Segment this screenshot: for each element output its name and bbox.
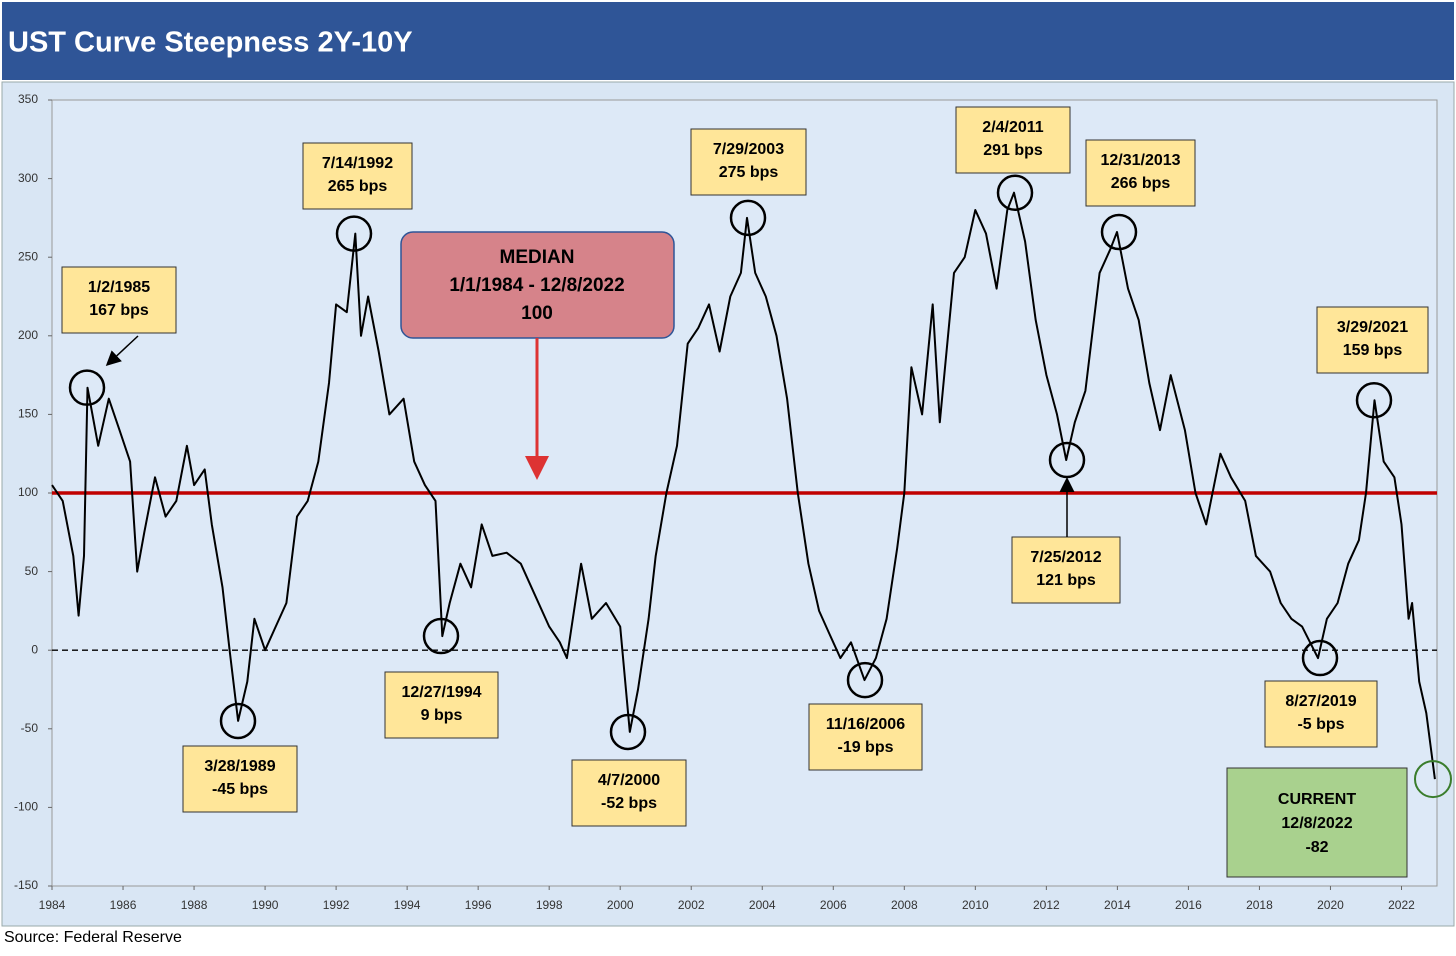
- annotation-label: 167 bps: [89, 302, 149, 319]
- annotation-label: 275 bps: [719, 164, 779, 181]
- annotation-label: -19 bps: [837, 739, 893, 756]
- annotation-box: [1264, 680, 1378, 748]
- x-tick-label: 2000: [607, 898, 634, 912]
- annotation-box: [571, 759, 687, 827]
- x-tick-label: 1998: [536, 898, 563, 912]
- x-tick-label: 2006: [820, 898, 847, 912]
- annotation-label: 265 bps: [328, 178, 388, 195]
- annotation-label: 291 bps: [983, 142, 1043, 159]
- annotation-label: -5 bps: [1297, 716, 1344, 733]
- annotation-box: [808, 703, 923, 771]
- annotation-label: 266 bps: [1111, 175, 1171, 192]
- x-tick-label: 2008: [891, 898, 918, 912]
- x-tick-label: 1986: [110, 898, 137, 912]
- y-tick-label: 300: [18, 171, 38, 185]
- annotation-circle: [68, 369, 106, 406]
- annotation-label: -45 bps: [212, 781, 268, 798]
- annotation-date: 7/14/1992: [322, 155, 393, 172]
- series-line: [51, 191, 1436, 780]
- current-circle: [1414, 760, 1452, 799]
- x-tick-label: 1984: [39, 898, 66, 912]
- x-tick-label: 2022: [1388, 898, 1415, 912]
- annotation-date: 7/25/2012: [1030, 549, 1101, 566]
- y-tick-label: 0: [31, 642, 38, 656]
- title-bar: [2, 2, 1454, 80]
- annotation-date: 8/27/2019: [1285, 693, 1356, 710]
- annotation-circle: [1100, 213, 1138, 251]
- arrow: [105, 335, 139, 367]
- x-tick-label: 2010: [962, 898, 989, 912]
- annotation-circle: [846, 661, 884, 699]
- annotation-label: 121 bps: [1036, 572, 1096, 589]
- annotation-date: 12/27/1994: [401, 684, 481, 701]
- median-value: 100: [521, 303, 553, 324]
- annotation-box: [384, 671, 499, 739]
- annotation-label: 159 bps: [1343, 342, 1403, 359]
- annotation-circle: [609, 713, 647, 751]
- x-tick-label: 2004: [749, 898, 776, 912]
- current-text: CURRENT: [1278, 791, 1356, 808]
- annotation-label: -52 bps: [601, 795, 657, 812]
- annotation-date: 7/29/2003: [713, 141, 784, 158]
- x-tick-label: 1996: [465, 898, 492, 912]
- annotation-box: [955, 106, 1071, 174]
- x-tick-label: 2002: [678, 898, 705, 912]
- annotation-date: 3/28/1989: [204, 758, 275, 775]
- y-tick-label: 350: [18, 92, 38, 106]
- y-tick-label: -100: [14, 800, 38, 814]
- annotation-date: 2/4/2011: [982, 119, 1044, 136]
- annotation-circle: [729, 199, 767, 237]
- annotation-box: [61, 266, 177, 334]
- annotation-circle: [219, 702, 257, 740]
- annotation-circle: [335, 215, 373, 252]
- current-box: [1226, 767, 1408, 878]
- annotation-box: [1316, 306, 1429, 374]
- x-tick-label: 2012: [1033, 898, 1060, 912]
- median-text: MEDIAN: [500, 247, 575, 268]
- annotation-date: 12/31/2013: [1100, 152, 1180, 169]
- y-tick-label: 150: [18, 407, 38, 421]
- annotation-date: 11/16/2006: [826, 716, 905, 733]
- x-tick-label: 1994: [394, 898, 421, 912]
- x-tick-label: 2020: [1317, 898, 1344, 912]
- y-tick-label: -50: [21, 721, 39, 735]
- y-tick-label: 50: [25, 564, 39, 578]
- median-text: 1/1/1984 - 12/8/2022: [449, 275, 624, 296]
- y-tick-label: 250: [18, 249, 38, 263]
- annotation-circle: [1355, 382, 1393, 419]
- annotation-box: [1085, 139, 1196, 207]
- y-tick-label: 100: [18, 485, 38, 499]
- annotation-label: 9 bps: [421, 707, 463, 724]
- annotation-box: [302, 142, 413, 210]
- x-tick-label: 2016: [1175, 898, 1202, 912]
- current-value: -82: [1305, 839, 1328, 856]
- x-tick-label: 1992: [323, 898, 350, 912]
- annotation-circle: [422, 617, 460, 655]
- annotation-box: [690, 128, 807, 196]
- x-tick-label: 1988: [181, 898, 208, 912]
- source: Source: Federal Reserve: [4, 929, 182, 946]
- annotation-box: [1011, 536, 1121, 604]
- annotation-box: [182, 745, 298, 813]
- annotation-circle: [996, 174, 1034, 211]
- y-tick-label: -150: [14, 878, 38, 892]
- chart-title: UST Curve Steepness 2Y-10Y: [8, 27, 413, 59]
- annotation-date: 1/2/1985: [88, 279, 150, 296]
- annotation-circle: [1301, 639, 1339, 677]
- y-tick-label: 200: [18, 328, 38, 342]
- current-text: 12/8/2022: [1281, 815, 1352, 832]
- x-tick-label: 2014: [1104, 898, 1131, 912]
- annotation-circle: [1048, 441, 1086, 479]
- annotation-date: 3/29/2021: [1337, 319, 1408, 336]
- x-tick-label: 1990: [252, 898, 279, 912]
- x-tick-label: 2018: [1246, 898, 1273, 912]
- annotation-date: 4/7/2000: [598, 772, 660, 789]
